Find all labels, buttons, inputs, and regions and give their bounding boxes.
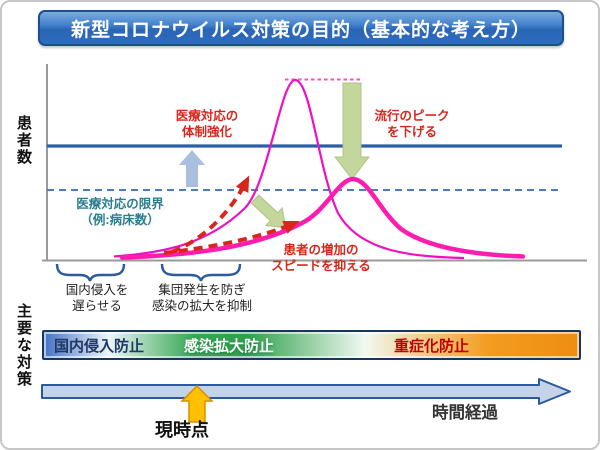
curve-without-measures — [113, 78, 465, 260]
annotation-slow-increase: 患者の増加の スピードを抑える — [271, 243, 371, 273]
curve-with-measures — [119, 176, 526, 260]
timeline-arrow — [41, 378, 571, 405]
capacity-up-arrow-icon — [179, 150, 205, 187]
page-title: 新型コロナウイルス対策の目的（基本的な考え方） — [70, 19, 531, 41]
annotation-lower-peak: 流行のピーク を下げる — [374, 109, 450, 139]
slowed-increase-dashed-arrow — [163, 220, 300, 255]
brace-prevent-cluster — [160, 263, 242, 282]
y-axis-label: 患者数 — [15, 115, 32, 166]
main-measures-label: 主要な対策 — [15, 303, 32, 388]
title-bar: 新型コロナウイルス対策の目的（基本的な考え方） — [38, 10, 564, 46]
label-prevent-cluster: 集団発生を防ぎ 感染の拡大を抑制 — [151, 283, 252, 313]
now-label: 現時点 — [155, 420, 209, 440]
strategy-label-border-control: 国内侵入防止 — [54, 338, 145, 355]
label-delay-entry: 国内侵入を 遅らせる — [65, 283, 129, 313]
steep-increase-dashed-arrow — [171, 175, 250, 254]
strategy-gradient-bar: 国内侵入防止 感染拡大防止 重症化防止 — [42, 330, 581, 360]
brace-delay-entry — [55, 263, 126, 282]
flatten-diagonal-arrow-icon — [250, 194, 287, 229]
strategy-label-spread-prevention: 感染拡大防止 — [184, 338, 275, 355]
annotation-capacity-limit: 医療対応の限界 （例:病床数） — [76, 197, 164, 227]
annotation-capacity-boost: 医療対応の 体制強化 — [175, 109, 239, 139]
now-up-arrow-icon — [180, 384, 214, 423]
strategy-label-severity-prevention: 重症化防止 — [394, 338, 470, 355]
lower-peak-down-arrow-icon — [333, 82, 371, 180]
x-axis-label: 時間経過 — [432, 404, 498, 422]
